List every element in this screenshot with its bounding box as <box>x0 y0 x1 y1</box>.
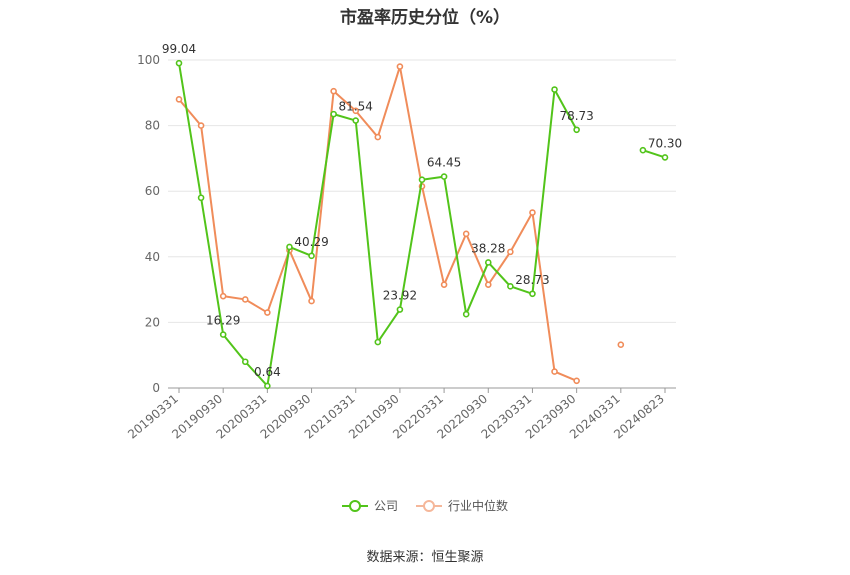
y-tick-label: 20 <box>145 315 160 329</box>
data-point-1 <box>308 297 315 305</box>
data-point-0 <box>507 283 514 290</box>
data-point-0 <box>175 59 183 67</box>
y-tick-label: 100 <box>137 53 160 67</box>
legend-item-company[interactable]: 公司 <box>341 497 398 514</box>
data-point-0 <box>330 110 337 118</box>
legend-item-industry[interactable]: 行业中位数 <box>416 497 508 514</box>
data-point-1 <box>241 296 249 303</box>
data-point-0 <box>484 259 492 266</box>
data-label: 38.28 <box>471 241 505 255</box>
legend: 公司 行业中位数 <box>0 497 850 514</box>
data-label: 99.04 <box>162 42 196 56</box>
data-point-1 <box>352 107 360 115</box>
data-point-0 <box>352 117 360 124</box>
data-point-1 <box>219 292 227 300</box>
data-label: 23.92 <box>383 289 417 303</box>
data-point-1 <box>484 281 492 288</box>
data-point-0 <box>529 290 536 298</box>
data-point-0 <box>396 306 404 313</box>
data-point-0 <box>264 382 271 390</box>
data-point-0 <box>286 243 293 251</box>
data-point-1 <box>551 368 558 375</box>
series-line-0 <box>178 62 578 387</box>
data-label: 0.64 <box>254 365 281 379</box>
data-label: 64.45 <box>427 156 461 170</box>
data-point-1 <box>440 281 448 288</box>
data-point-1 <box>330 87 337 95</box>
data-point-0 <box>241 358 249 366</box>
data-label: 28.73 <box>515 273 549 287</box>
data-point-0 <box>551 86 558 93</box>
data-point-1 <box>374 133 382 141</box>
data-label: 16.29 <box>206 314 240 328</box>
data-point-1 <box>264 309 271 316</box>
data-label: 81.54 <box>339 100 373 114</box>
series-line-0 <box>642 149 666 159</box>
data-point-0 <box>573 126 580 134</box>
data-point-1 <box>529 209 536 216</box>
y-tick-label: 80 <box>145 119 160 133</box>
data-point-1 <box>175 96 183 103</box>
legend-marker-industry-icon <box>416 499 442 512</box>
y-tick-label: 40 <box>145 250 160 264</box>
legend-label-company: 公司 <box>373 499 398 513</box>
chart-title: 市盈率历史分位（%） <box>339 8 511 28</box>
data-label: 40.29 <box>294 235 328 249</box>
data-point-1 <box>507 248 514 256</box>
data-point-1 <box>462 230 470 238</box>
y-tick-label: 0 <box>152 381 160 395</box>
data-point-0 <box>374 338 382 346</box>
data-point-0 <box>639 146 647 154</box>
y-tick-label: 60 <box>145 184 160 198</box>
data-point-0 <box>462 310 470 318</box>
data-point-1 <box>396 63 404 70</box>
data-point-1 <box>197 122 205 129</box>
legend-marker-company-icon <box>341 499 368 512</box>
data-point-0 <box>661 154 669 161</box>
data-label: 78.73 <box>559 109 593 123</box>
data-source-note: 数据来源：恒生聚源 <box>366 550 484 565</box>
data-point-0 <box>418 176 426 184</box>
data-point-1 <box>573 377 580 385</box>
data-point-0 <box>308 252 315 260</box>
data-point-1 <box>617 341 625 349</box>
legend-label-industry: 行业中位数 <box>448 499 509 513</box>
data-label: 70.30 <box>648 136 682 150</box>
data-point-0 <box>219 331 227 338</box>
data-point-0 <box>440 173 448 180</box>
data-point-0 <box>197 194 205 202</box>
